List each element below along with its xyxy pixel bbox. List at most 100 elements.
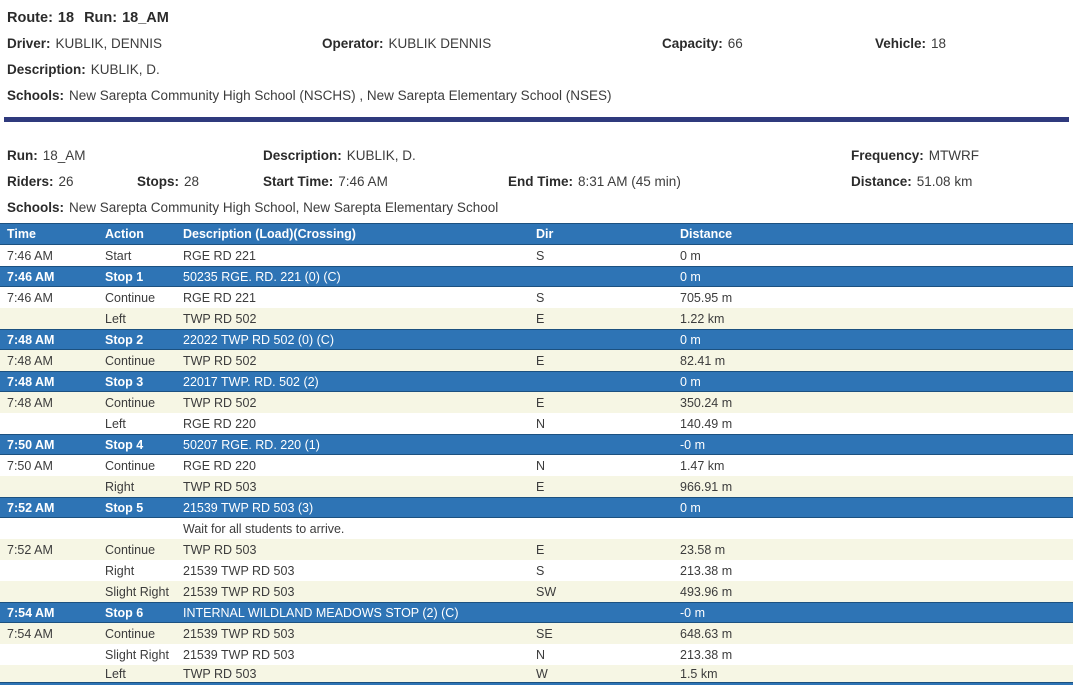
vehicle-value: 18 [931,36,947,51]
cell-distance: 0 m [680,332,701,347]
cell-distance: 0 m [680,248,701,263]
cell-distance: 213.38 m [680,647,733,662]
end-time-field: End Time: 8:31 AM (45 min) [508,174,681,189]
description-line: Description: KUBLIK, D. [7,62,160,77]
start-time-value: 7:46 AM [338,174,388,189]
cell-dir: E [536,479,545,494]
table-row: 7:50 AM Continue RGE RD 220 N 1.47 km [0,455,1073,476]
next-stop-row-cutoff [0,682,1073,685]
cell-action: Left [105,311,126,326]
cell-distance: 82.41 m [680,353,726,368]
cell-dir: S [536,290,545,305]
table-row: 7:54 AM Continue 21539 TWP RD 503 SE 648.63 … [0,623,1073,644]
table-row: 7:52 AM Continue TWP RD 503 E 23.58 m [0,539,1073,560]
route-header-block: Route: 18 Run: 18_AM Driver: KUBLIK, DENNIS O… [0,0,1073,109]
description-value: KUBLIK, D. [90,62,160,77]
table-header-row: Time Action Description (Load)(Crossing)… [0,223,1073,245]
cell-distance: 1.22 km [680,311,725,326]
cell-time: 7:54 AM [7,626,53,641]
cell-distance: 0 m [680,269,701,284]
start-time-field: Start Time: 7:46 AM [263,174,388,189]
table-row-stop: 7:52 AM Stop 5 21539 TWP RD 503 (3) 0 m [0,497,1073,518]
cell-dir: SE [536,626,553,641]
cell-distance: 966.91 m [680,479,733,494]
cell-time: 7:46 AM [7,290,53,305]
cell-time: 7:48 AM [7,374,55,389]
cell-dir: E [536,542,545,557]
cell-distance: -0 m [680,437,705,452]
run-description-value: KUBLIK, D. [346,148,416,163]
cell-action: Continue [105,626,156,641]
cell-distance: 1.5 km [680,666,718,681]
cell-dir: S [536,563,545,578]
cell-description: TWP RD 503 [183,666,257,681]
route-label: Route: [7,10,53,26]
cell-distance: 140.49 m [680,416,733,431]
cell-description: 21539 TWP RD 503 [183,647,295,662]
cell-dir: W [536,666,548,681]
table-row: Left TWP RD 503 W 1.5 km [0,665,1073,682]
cell-action: Right [105,479,135,494]
cell-description: 21539 TWP RD 503 [183,626,295,641]
cell-time: 7:54 AM [7,605,55,620]
cell-distance: 0 m [680,374,701,389]
cell-description: RGE RD 220 [183,458,256,473]
table-row-stop: 7:48 AM Stop 2 22022 TWP RD 502 (0) (C) 0 m [0,329,1073,350]
cell-action: Continue [105,353,156,368]
column-header-time: Time [7,227,36,241]
cell-time: 7:50 AM [7,437,55,452]
stops-field: Stops: 28 [137,174,200,189]
cell-description: 22022 TWP RD 502 (0) (C) [183,332,334,347]
riders-field: Riders: 26 [7,174,74,189]
route-table-body: 7:46 AM Start RGE RD 221 S 0 m 7:46 AM Stop 1 5… [0,245,1073,682]
cell-description: TWP RD 502 [183,353,257,368]
operator-field: Operator: KUBLIK DENNIS [322,36,492,51]
cell-action: Stop 6 [105,605,144,620]
cell-action: Continue [105,395,156,410]
column-header-distance: Distance [680,227,733,241]
run-field: Run: 18_AM [7,148,86,163]
cell-dir: S [536,248,545,263]
cell-distance: 0 m [680,500,701,515]
cell-action: Left [105,666,126,681]
schools-value: New Sarepta Community High School (NSCHS… [69,88,612,103]
cell-time: 7:48 AM [7,353,53,368]
cell-time: 7:52 AM [7,500,55,515]
run-schools-value: New Sarepta Community High School, New S… [69,200,499,215]
table-row: Slight Right 21539 TWP RD 503 SW 493.96 m [0,581,1073,602]
table-row-stop: 7:48 AM Stop 3 22017 TWP. RD. 502 (2) 0 m [0,371,1073,392]
cell-description: 21539 TWP RD 503 (3) [183,500,314,515]
cell-description: Wait for all students to arrive. [183,521,345,536]
cell-action: Stop 3 [105,374,144,389]
cell-distance: 213.38 m [680,563,733,578]
run-summary-block: Run: 18_AM Description: KUBLIK, D. Frequency… [0,122,1073,221]
cell-dir: N [536,458,546,473]
riders-value: 26 [58,174,74,189]
table-row: Left TWP RD 502 E 1.22 km [0,308,1073,329]
frequency-field: Frequency: MTWRF [851,148,980,163]
cell-distance: 1.47 km [680,458,725,473]
cell-description: TWP RD 502 [183,395,257,410]
cell-description: 21539 TWP RD 503 [183,563,295,578]
cell-description: RGE RD 221 [183,248,256,263]
table-row: Right 21539 TWP RD 503 S 213.38 m [0,560,1073,581]
stops-value: 28 [184,174,200,189]
cell-distance: 648.63 m [680,626,733,641]
cell-distance: 705.95 m [680,290,733,305]
cell-description: TWP RD 502 [183,311,257,326]
schools-line: Schools: New Sarepta Community High Schoo… [7,88,612,103]
table-row: Left RGE RD 220 N 140.49 m [0,413,1073,434]
driver-value: KUBLIK, DENNIS [55,36,163,51]
cell-action: Stop 4 [105,437,144,452]
route-run-title: Route: 18 Run: 18_AM [7,5,1073,31]
cell-description: 50207 RGE. RD. 220 (1) [183,437,320,452]
run-value: 18_AM [122,10,169,26]
table-row-stop: 7:46 AM Stop 1 50235 RGE. RD. 221 (0) (C) 0… [0,266,1073,287]
cell-description: TWP RD 503 [183,479,257,494]
frequency-value: MTWRF [928,148,980,163]
cell-action: Continue [105,458,156,473]
cell-time: 7:46 AM [7,269,55,284]
cell-description: 22017 TWP. RD. 502 (2) [183,374,319,389]
cell-distance: 23.58 m [680,542,726,557]
run-description-field: Description: KUBLIK, D. [263,148,416,163]
